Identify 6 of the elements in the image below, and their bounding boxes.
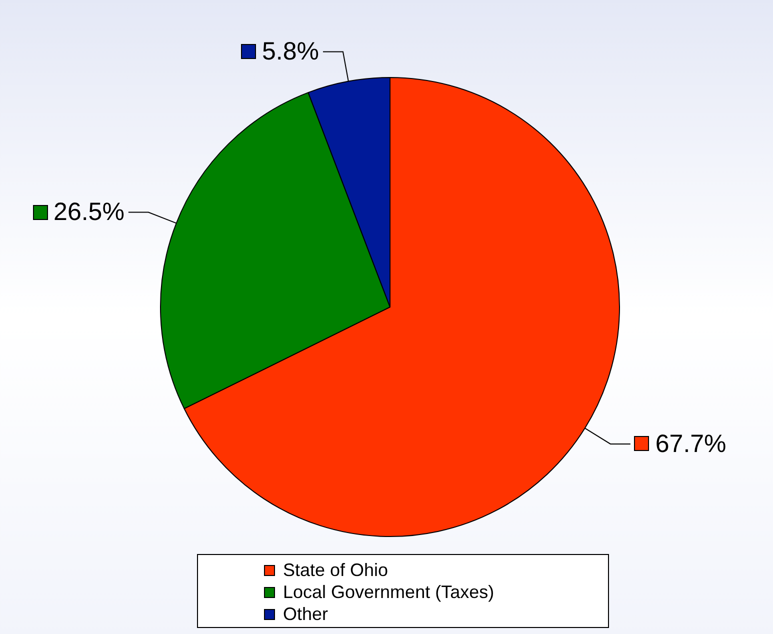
data-label: 26.5%: [54, 198, 124, 226]
legend-label: State of Ohio: [283, 559, 388, 581]
legend-label: Local Government (Taxes): [283, 581, 494, 603]
data-label: 5.8%: [262, 38, 319, 66]
data-label: 67.7%: [655, 430, 726, 458]
legend-label: Other: [283, 603, 328, 625]
